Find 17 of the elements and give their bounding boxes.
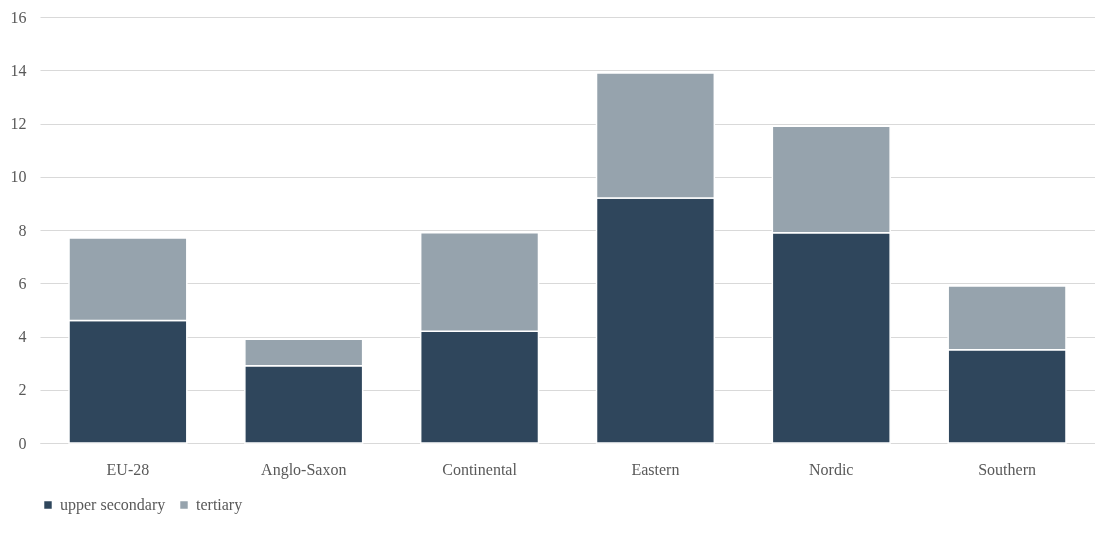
x-tick-label: Anglo-Saxon <box>261 460 347 479</box>
x-tick-label: Nordic <box>809 460 854 478</box>
y-tick-label: 16 <box>10 8 27 26</box>
y-tick-label: 2 <box>18 381 27 399</box>
legend-label: upper secondary <box>60 496 166 514</box>
legend-label: tertiary <box>196 496 243 514</box>
x-tick-label: Eastern <box>631 460 680 478</box>
y-tick-label: 14 <box>10 61 27 79</box>
x-tick-label: Continental <box>442 460 518 478</box>
y-tick-label: 4 <box>18 328 27 345</box>
x-tick-label: EU-28 <box>106 460 150 478</box>
y-tick-label: 8 <box>18 221 27 239</box>
y-tick-label: 6 <box>18 274 27 292</box>
y-tick-label: 10 <box>10 168 27 186</box>
y-tick-label: 12 <box>10 115 27 132</box>
x-tick-label: Southern <box>978 460 1036 478</box>
y-tick-label: 0 <box>18 434 27 452</box>
